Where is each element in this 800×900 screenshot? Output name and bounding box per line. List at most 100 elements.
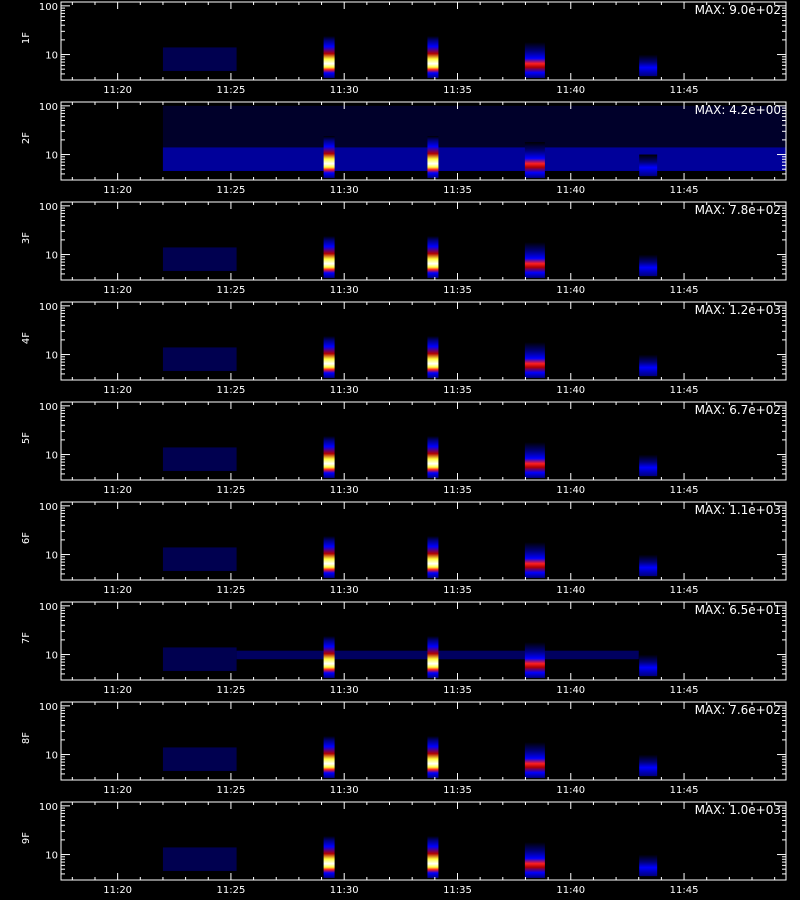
x-tick-label: 11:20	[103, 385, 132, 396]
x-tick-label: 11:35	[443, 585, 472, 596]
channel-label: 7F	[21, 632, 32, 644]
event-column	[323, 436, 335, 478]
event-column	[639, 854, 658, 877]
event-column	[524, 342, 545, 378]
channel-label: 9F	[21, 832, 32, 844]
max-value-label: MAX: 7.8e+02	[695, 203, 781, 217]
y-tick-label: 100	[39, 502, 58, 513]
x-tick-label: 11:35	[443, 85, 472, 96]
channel-label: 6F	[21, 532, 32, 544]
x-tick-label: 11:40	[556, 585, 585, 596]
max-value-label: MAX: 6.5e+01	[695, 603, 781, 617]
y-tick-label: 10	[45, 151, 58, 162]
plot-frame	[60, 701, 787, 781]
y-tick-label: 100	[39, 402, 58, 413]
event-column	[323, 36, 335, 78]
x-tick-label: 11:25	[217, 885, 246, 896]
x-tick-label: 11:25	[217, 585, 246, 596]
event-column	[427, 436, 439, 478]
y-tick-label: 100	[39, 802, 58, 813]
background-emission	[162, 747, 237, 771]
event-column	[524, 42, 545, 78]
channel-label: 5F	[21, 432, 32, 444]
x-tick-label: 11:20	[103, 85, 132, 96]
x-tick-label: 11:40	[556, 885, 585, 896]
background-emission	[162, 447, 237, 471]
x-tick-label: 11:35	[443, 785, 472, 796]
panel-7F: 10 100 11:20 11:25 11:30 11:35 11:40 11:45 7F MAX…	[21, 601, 787, 696]
x-tick-label: 11:35	[443, 485, 472, 496]
event-column	[427, 836, 439, 878]
x-tick-label: 11:20	[103, 285, 132, 296]
event-column	[524, 542, 545, 578]
x-tick-label: 11:45	[670, 585, 699, 596]
panel-2F: 10 100 11:20 11:25 11:30 11:35 11:40 11:45 2F MAX…	[21, 101, 787, 196]
plot-frame	[60, 801, 787, 881]
event-column	[427, 536, 439, 578]
y-tick-label: 10	[45, 51, 58, 62]
x-tick-label: 11:40	[556, 285, 585, 296]
x-tick-label: 11:25	[217, 785, 246, 796]
x-tick-label: 11:25	[217, 85, 246, 96]
max-value-label: MAX: 1.1e+03	[695, 503, 781, 517]
event-column	[639, 254, 658, 277]
plot-frame	[60, 301, 787, 381]
event-column	[524, 742, 545, 778]
event-column	[639, 154, 658, 177]
x-tick-label: 11:35	[443, 885, 472, 896]
x-tick-label: 11:30	[330, 485, 359, 496]
x-tick-label: 11:30	[330, 585, 359, 596]
y-tick-label: 10	[45, 251, 58, 262]
x-tick-label: 11:45	[670, 185, 699, 196]
x-tick-label: 11:30	[330, 885, 359, 896]
y-tick-label: 100	[39, 2, 58, 13]
event-column	[639, 454, 658, 477]
max-value-label: MAX: 6.7e+02	[695, 403, 781, 417]
x-tick-label: 11:35	[443, 685, 472, 696]
panel-9F: 10 100 11:20 11:25 11:30 11:35 11:40 11:45 9F MAX…	[21, 801, 787, 896]
x-tick-label: 11:45	[670, 785, 699, 796]
y-tick-label: 10	[45, 751, 58, 762]
event-column	[639, 54, 658, 77]
event-column	[323, 236, 335, 278]
x-tick-label: 11:30	[330, 785, 359, 796]
plot-frame	[60, 201, 787, 281]
event-column	[427, 336, 439, 378]
x-tick-label: 11:25	[217, 385, 246, 396]
x-tick-label: 11:30	[330, 385, 359, 396]
event-column	[524, 442, 545, 478]
x-tick-label: 11:20	[103, 485, 132, 496]
plot-frame	[60, 501, 787, 581]
panel-1F: 10 100 11:20 11:25 11:30 11:35 11:40 11:45 1F MAX…	[21, 1, 787, 96]
x-tick-label: 11:40	[556, 785, 585, 796]
x-tick-label: 11:40	[556, 485, 585, 496]
event-column	[524, 142, 545, 178]
x-tick-label: 11:35	[443, 185, 472, 196]
event-column	[323, 636, 335, 678]
background-emission	[162, 847, 237, 871]
x-tick-label: 11:45	[670, 85, 699, 96]
x-tick-label: 11:40	[556, 185, 585, 196]
x-tick-label: 11:45	[670, 685, 699, 696]
x-tick-label: 11:30	[330, 185, 359, 196]
max-value-label: MAX: 9.0e+02	[695, 3, 781, 17]
x-tick-label: 11:45	[670, 485, 699, 496]
x-tick-label: 11:45	[670, 385, 699, 396]
event-column	[524, 242, 545, 278]
background-emission	[162, 147, 786, 171]
y-tick-label: 100	[39, 202, 58, 213]
x-tick-label: 11:35	[443, 385, 472, 396]
event-column	[427, 136, 439, 178]
background-emission	[162, 647, 237, 671]
plot-frame	[60, 101, 787, 181]
x-tick-label: 11:25	[217, 485, 246, 496]
event-column	[639, 654, 658, 677]
background-emission	[162, 347, 237, 371]
event-column	[639, 554, 658, 577]
y-tick-label: 100	[39, 602, 58, 613]
x-tick-label: 11:20	[103, 185, 132, 196]
x-tick-label: 11:30	[330, 685, 359, 696]
x-tick-label: 11:20	[103, 885, 132, 896]
background-emission	[162, 47, 237, 71]
